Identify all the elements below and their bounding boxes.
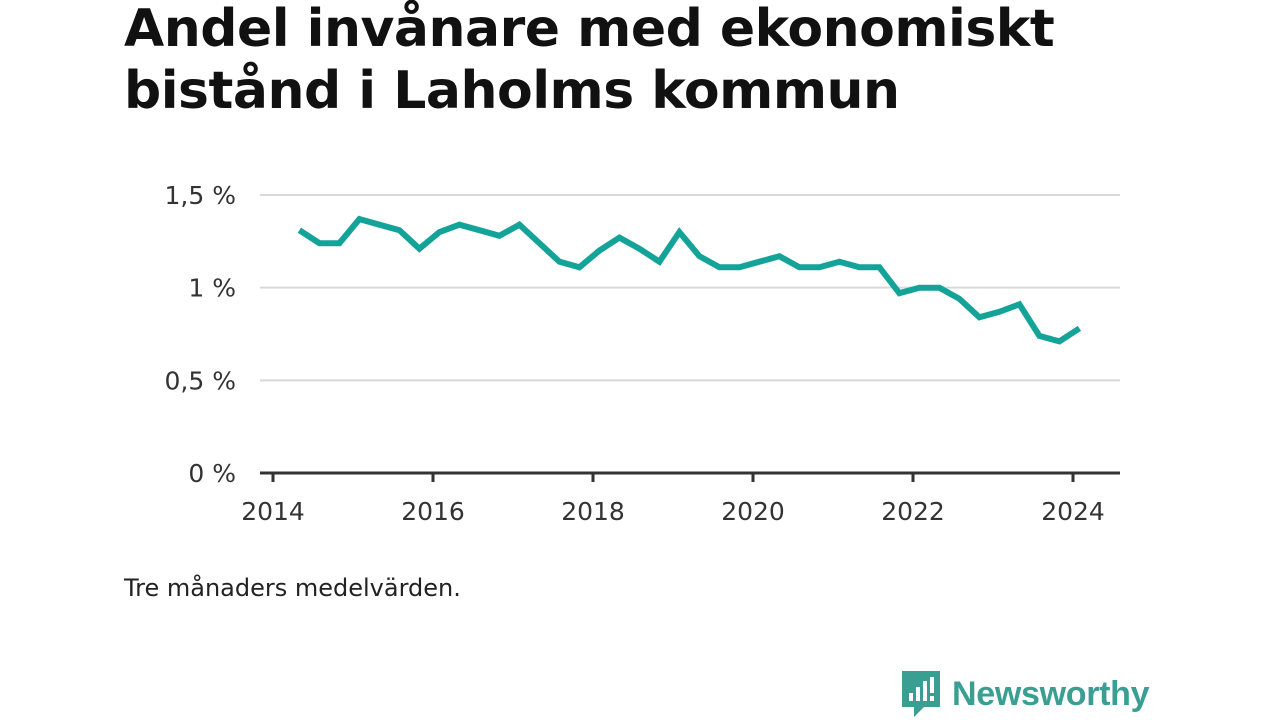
x-tick-label: 2016 <box>401 497 465 526</box>
line-chart: 0 % 0,5 % 1 % 1,5 % 2014 2016 2018 2020 2022 202… <box>165 181 1120 526</box>
chart-note: Tre månaders medelvärden. <box>124 574 461 602</box>
data-point <box>396 227 402 233</box>
data-point <box>796 264 802 270</box>
data-point <box>416 246 422 252</box>
data-point <box>696 253 702 259</box>
data-point <box>776 253 782 259</box>
data-point <box>516 222 522 228</box>
data-point <box>356 216 362 222</box>
y-tick-label: 1,5 % <box>165 181 236 210</box>
data-point <box>916 285 922 291</box>
data-point <box>616 235 622 241</box>
brand-logo: Newsworthy <box>900 668 1150 720</box>
y-axis-labels: 0 % 0,5 % 1 % 1,5 % <box>165 181 236 488</box>
newsworthy-logo-icon <box>902 671 940 717</box>
data-point <box>856 264 862 270</box>
data-point <box>456 222 462 228</box>
series-line <box>297 215 1082 345</box>
x-tick-label: 2024 <box>1041 497 1105 526</box>
data-point <box>1016 301 1022 307</box>
x-tick-label: 2018 <box>561 497 625 526</box>
data-point <box>476 227 482 233</box>
data-point <box>836 259 842 265</box>
y-tick-label: 1 % <box>188 274 236 303</box>
x-tick-label: 2022 <box>881 497 945 526</box>
y-tick-label: 0,5 % <box>165 366 236 395</box>
data-point <box>636 246 642 252</box>
y-tick-label: 0 % <box>188 459 236 488</box>
series-layer <box>296 215 1082 345</box>
x-axis: 2014 2016 2018 2020 2022 2024 <box>241 471 1120 526</box>
data-point <box>316 240 322 246</box>
data-point <box>756 259 762 265</box>
brand-name: Newsworthy <box>952 674 1150 713</box>
data-point <box>436 229 442 235</box>
grid-lines <box>260 194 1120 382</box>
data-point <box>656 259 662 265</box>
data-point <box>816 264 822 270</box>
data-point <box>596 248 602 254</box>
data-point <box>736 264 742 270</box>
data-point <box>496 233 502 239</box>
data-point <box>1036 333 1042 339</box>
data-point <box>956 296 962 302</box>
data-point <box>1056 338 1062 344</box>
data-point <box>336 240 342 246</box>
data-point <box>676 229 682 235</box>
data-point <box>576 264 582 270</box>
data-point <box>976 314 982 320</box>
x-tick-label: 2020 <box>721 497 785 526</box>
x-tick-label: 2014 <box>241 497 305 526</box>
data-point <box>896 290 902 296</box>
data-point <box>996 309 1002 315</box>
data-point <box>376 222 382 228</box>
data-point <box>716 264 722 270</box>
data-point <box>296 227 302 233</box>
data-point <box>1076 325 1082 331</box>
data-point <box>536 240 542 246</box>
chart-title: Andel invånare med ekonomiskt bistånd i … <box>124 0 1055 121</box>
data-point <box>556 259 562 265</box>
data-point <box>876 264 882 270</box>
data-point <box>936 285 942 291</box>
